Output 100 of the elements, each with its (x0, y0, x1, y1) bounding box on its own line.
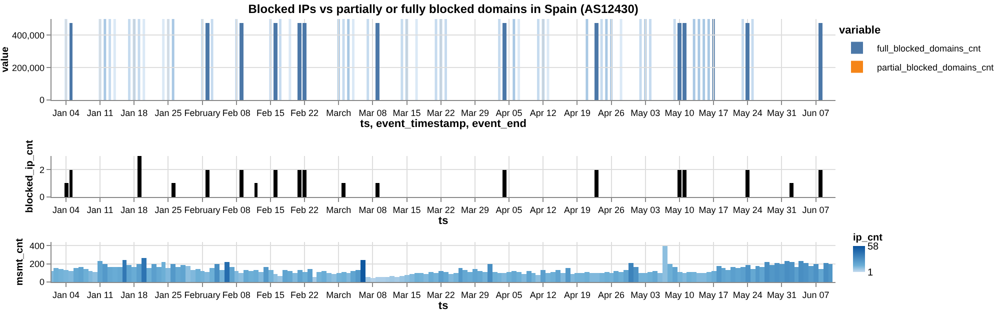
y-axis-title: msmt_cnt (14, 238, 26, 286)
x-tick-label: May 10 (664, 290, 694, 300)
bar (662, 246, 668, 282)
x-tick-label: Jan 25 (154, 290, 182, 300)
bar (185, 266, 190, 282)
x-tick-label: May 31 (766, 290, 796, 300)
bar (268, 270, 274, 282)
bar (92, 272, 98, 282)
bar (458, 268, 462, 282)
y-tick-label: 0 (40, 192, 45, 202)
bar (487, 264, 492, 282)
x-tick-label: Mar 29 (460, 108, 489, 118)
y-tick-label: 2 (40, 164, 45, 175)
bar (205, 170, 210, 197)
x-tick-label: Apr 12 (530, 108, 556, 118)
bar (204, 272, 210, 282)
bar (759, 267, 764, 282)
x-tick-label: Jan 04 (52, 108, 80, 118)
bar (501, 273, 506, 282)
bar (209, 268, 214, 282)
y-tick-label: 200,000 (12, 62, 45, 73)
x-tick-label: Apr 19 (564, 204, 590, 215)
bar (818, 269, 824, 282)
bar (297, 270, 302, 282)
x-tick-label: Mar 22 (426, 204, 455, 215)
bar (657, 273, 662, 282)
bar (750, 269, 756, 282)
bar (273, 170, 278, 197)
bar (677, 272, 682, 282)
y-tick-label: 0 (40, 95, 45, 106)
bar (141, 258, 146, 282)
x-tick-label: February (184, 204, 221, 215)
bar (326, 273, 332, 282)
x-tick-label: Mar 15 (392, 108, 421, 118)
y-tick-label: 400,000 (12, 30, 45, 40)
x-tick-label: Apr 26 (598, 204, 625, 215)
x-tick-label: February (184, 108, 221, 118)
x-tick-label: March (326, 108, 352, 118)
bar (818, 170, 822, 197)
chart-title: Blocked IPs vs partially or fully blocked domains in Spain (AS12430) (248, 2, 638, 16)
x-tick-label: May 24 (732, 108, 762, 118)
x-tick-label: May 10 (664, 108, 694, 118)
bar (122, 260, 126, 282)
x-tick-label: May 24 (732, 204, 762, 215)
bar (667, 264, 672, 282)
x-tick-label: May 03 (630, 290, 660, 300)
x-tick-label: Feb 15 (256, 204, 284, 215)
bar (136, 264, 142, 282)
bar (521, 274, 526, 282)
legend-label: partial_blocked_domains_cnt (877, 62, 994, 72)
bar (745, 170, 750, 197)
x-tick-label: Jun 07 (802, 290, 830, 300)
x-tick-label: Mar 29 (460, 290, 489, 300)
x-tick-label: Feb 15 (256, 108, 284, 118)
x-tick-label: Mar 08 (358, 108, 387, 118)
x-tick-label: May 31 (766, 204, 796, 215)
x-tick-label: May 03 (630, 204, 660, 215)
bar (195, 269, 200, 282)
bar (453, 273, 458, 282)
bar (292, 273, 298, 282)
bar (789, 183, 794, 197)
bar (224, 262, 230, 282)
x-axis-title: ts, event_timestamp, event_end (360, 118, 526, 130)
bar (219, 270, 224, 282)
x-tick-label: May 17 (698, 108, 728, 118)
bar (190, 270, 196, 282)
x-axis-title: ts (438, 300, 448, 312)
x-tick-label: Mar 29 (460, 204, 489, 215)
bar (307, 269, 312, 282)
bar (239, 170, 244, 197)
x-tick-label: Apr 19 (564, 290, 590, 300)
bar (638, 273, 644, 282)
bar (623, 270, 628, 282)
x-tick-label: Apr 05 (496, 290, 522, 300)
bar (628, 263, 634, 282)
x-tick-label: Feb 22 (290, 108, 319, 118)
color-bar-label: 58 (868, 242, 880, 252)
bar (823, 263, 828, 282)
bar (414, 273, 420, 282)
bar (238, 273, 244, 282)
y-tick-label: 200 (30, 258, 45, 269)
bar (277, 276, 282, 282)
y-tick-label: 0 (40, 277, 45, 288)
x-tick-label: Apr 05 (496, 204, 522, 215)
x-tick-label: Jun 07 (802, 108, 830, 118)
bar (423, 274, 428, 282)
x-tick-label: Apr 26 (598, 290, 625, 300)
bar (555, 270, 560, 282)
x-tick-label: Feb 08 (222, 204, 250, 215)
x-tick-label: Feb 08 (222, 290, 250, 300)
x-tick-label: May 24 (732, 290, 762, 300)
bar (312, 277, 316, 282)
bar (531, 273, 536, 282)
bar (302, 272, 308, 282)
bar (263, 267, 268, 282)
bar (482, 272, 488, 282)
bar (535, 275, 540, 282)
color-bar-label: 1 (868, 268, 874, 278)
x-tick-label: Mar 22 (426, 290, 455, 300)
bar (565, 268, 570, 282)
